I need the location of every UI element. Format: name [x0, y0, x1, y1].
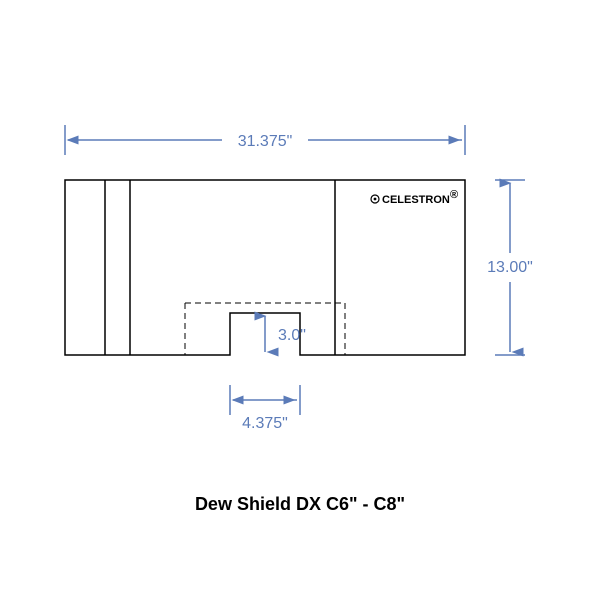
brand-text: CELESTRON: [382, 194, 450, 206]
diagram-caption: Dew Shield DX C6" - C8": [0, 494, 600, 515]
height-dimension: 13.00": [487, 180, 533, 355]
notch-width-dimension: 4.375": [230, 385, 300, 432]
brand-logo: CELESTRON ®: [371, 189, 458, 206]
notch-width-label: 4.375": [242, 415, 288, 432]
width-dimension: 31.375": [65, 125, 465, 155]
notch-height-label: 3.0": [278, 327, 306, 344]
svg-text:®: ®: [450, 189, 458, 201]
width-label: 31.375": [238, 133, 293, 150]
height-label: 13.00": [487, 259, 533, 276]
